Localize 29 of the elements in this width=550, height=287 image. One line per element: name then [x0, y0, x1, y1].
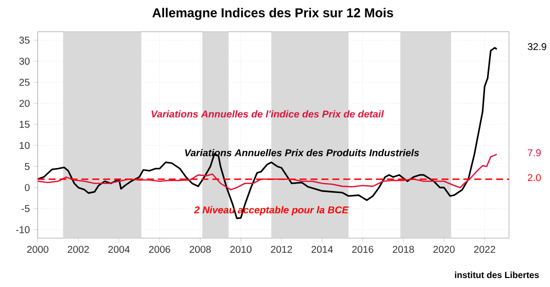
y-tick-label: 10	[20, 142, 30, 150]
x-tick-label: 2010	[230, 246, 252, 254]
x-tick-label: 2004	[108, 246, 130, 254]
x-tick-label: 2000	[27, 246, 48, 254]
text: Variations Annuelles de l'indice des Prix de detail	[152, 110, 384, 118]
x-tick-label: 2006	[149, 246, 170, 254]
text: institut des Libertes	[455, 272, 539, 278]
y-tick-label: -5	[22, 205, 30, 212]
text: 2.0	[528, 174, 541, 182]
x-tick-label: 2012	[270, 246, 292, 254]
x-tick-label: 2022	[474, 246, 496, 254]
text: 32.9	[528, 43, 546, 50]
y-tick-label: 15	[20, 121, 30, 128]
y-tick-label: 35	[19, 36, 30, 44]
y-tick-label: 0	[24, 184, 30, 192]
y-tick-label: 25	[19, 78, 30, 86]
y-tick-label: 20	[19, 100, 30, 107]
x-tick-label: 2020	[433, 246, 455, 254]
text: 7.9	[528, 149, 541, 156]
series-label: Variations Annuelles Prix des Produits Industriels	[185, 149, 419, 156]
x-tick-label: 2016	[352, 246, 374, 254]
y-tick-label: -10	[16, 226, 30, 234]
x-tick-label: 2002	[68, 246, 89, 254]
y-tick-label: 30	[19, 58, 30, 65]
chart-title: Allemagne Indices des Prix sur 12 Mois	[152, 8, 394, 20]
x-tick-label: 2018	[392, 246, 414, 254]
x-tick-label: 2014	[312, 246, 333, 254]
x-tick-label: 2008	[190, 246, 211, 254]
y-tick-label: 5	[24, 163, 30, 170]
